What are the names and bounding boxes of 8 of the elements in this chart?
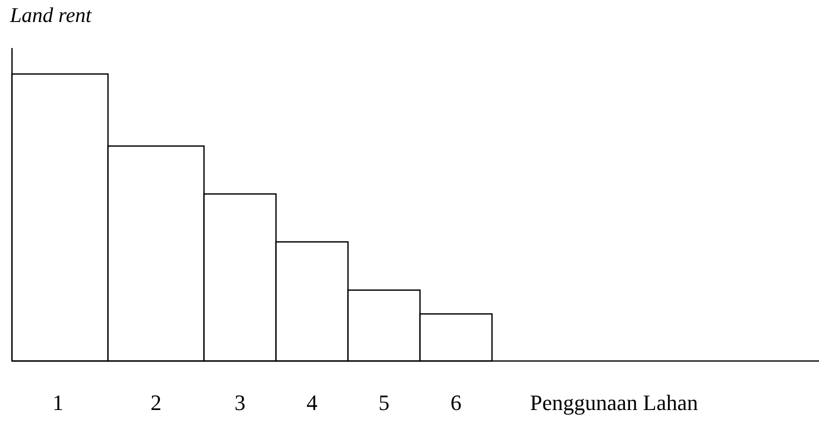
x-tick-label: 1	[52, 390, 64, 415]
x-tick-label: 6	[450, 390, 462, 415]
x-tick-label: 5	[378, 390, 390, 415]
chart-title: Land rent	[9, 3, 93, 27]
x-tick-label: 2	[150, 390, 162, 415]
x-tick-label: 3	[234, 390, 246, 415]
x-tick-label: 4	[306, 390, 318, 415]
x-axis-title: Penggunaan Lahan	[530, 390, 698, 415]
